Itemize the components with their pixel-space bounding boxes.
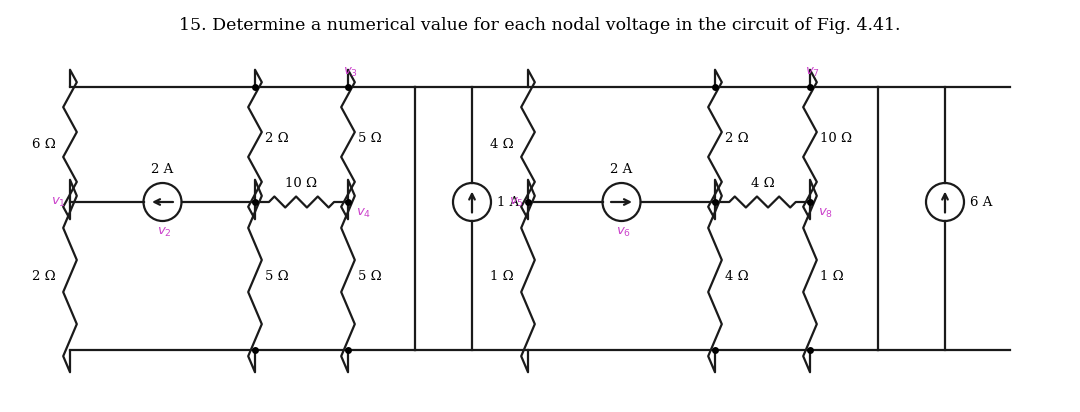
Text: 2 A: 2 A (610, 163, 633, 176)
Text: 10 Ω: 10 Ω (820, 132, 852, 145)
Text: 5 Ω: 5 Ω (357, 269, 381, 283)
Text: $v_5$: $v_5$ (509, 195, 524, 208)
Text: 10 Ω: 10 Ω (285, 177, 318, 190)
Text: $v_6$: $v_6$ (616, 226, 631, 239)
Text: 5 Ω: 5 Ω (265, 269, 288, 283)
Text: $v_8$: $v_8$ (818, 207, 833, 220)
Text: 6 A: 6 A (970, 196, 993, 208)
Text: 4 Ω: 4 Ω (725, 269, 748, 283)
Text: $v_2$: $v_2$ (157, 226, 172, 239)
Text: 2 A: 2 A (151, 163, 174, 176)
Text: 6 Ω: 6 Ω (32, 138, 56, 151)
Text: 1 Ω: 1 Ω (820, 269, 843, 283)
Text: 2 Ω: 2 Ω (265, 132, 288, 145)
Text: 2 Ω: 2 Ω (725, 132, 748, 145)
Text: 2 Ω: 2 Ω (32, 269, 56, 283)
Text: $v_3$: $v_3$ (342, 66, 357, 79)
Text: 15. Determine a numerical value for each nodal voltage in the circuit of Fig. 4.: 15. Determine a numerical value for each… (179, 17, 901, 34)
Text: $v_4$: $v_4$ (356, 207, 372, 220)
Text: 5 Ω: 5 Ω (357, 132, 381, 145)
Text: $v_7$: $v_7$ (805, 66, 820, 79)
Text: 4 Ω: 4 Ω (751, 177, 774, 190)
Text: $v_1$: $v_1$ (51, 195, 66, 208)
Text: 4 Ω: 4 Ω (490, 138, 514, 151)
Text: 1 A: 1 A (497, 196, 519, 208)
Text: 1 Ω: 1 Ω (490, 269, 514, 283)
